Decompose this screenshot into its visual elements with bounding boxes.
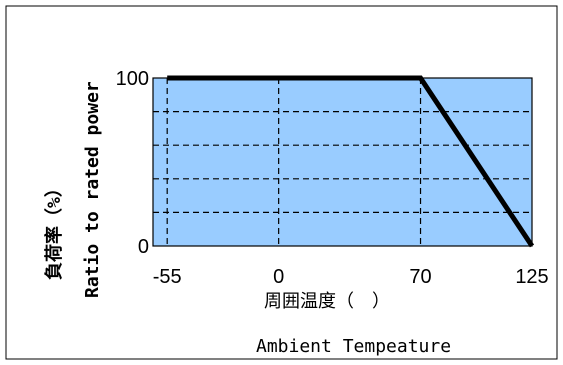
x-tick-label: 0: [273, 266, 284, 288]
y-tick-label: 0: [138, 236, 149, 258]
x-tick-label: 125: [515, 266, 548, 288]
y-axis-title-jp: 負荷率（%）: [43, 179, 65, 280]
series-layer: [167, 75, 535, 248]
x-tick-label: 70: [409, 266, 431, 288]
y-axis-title-en-group: Ratio to rated power: [82, 81, 103, 298]
y-axis-title-en: Ratio to rated power: [82, 81, 103, 298]
y-tick-label: 100: [116, 68, 149, 90]
x-axis-title-jp: 周囲温度（ ）: [264, 291, 390, 312]
series-line-0: [167, 75, 535, 248]
x-tick-label: -55: [153, 266, 182, 288]
x-axis-title-en: Ambient Tempeature: [256, 336, 451, 357]
outer-frame: [5, 5, 558, 360]
y-axis-title-jp-group: 負荷率（%）: [43, 179, 65, 280]
grid-layer: [153, 78, 532, 246]
